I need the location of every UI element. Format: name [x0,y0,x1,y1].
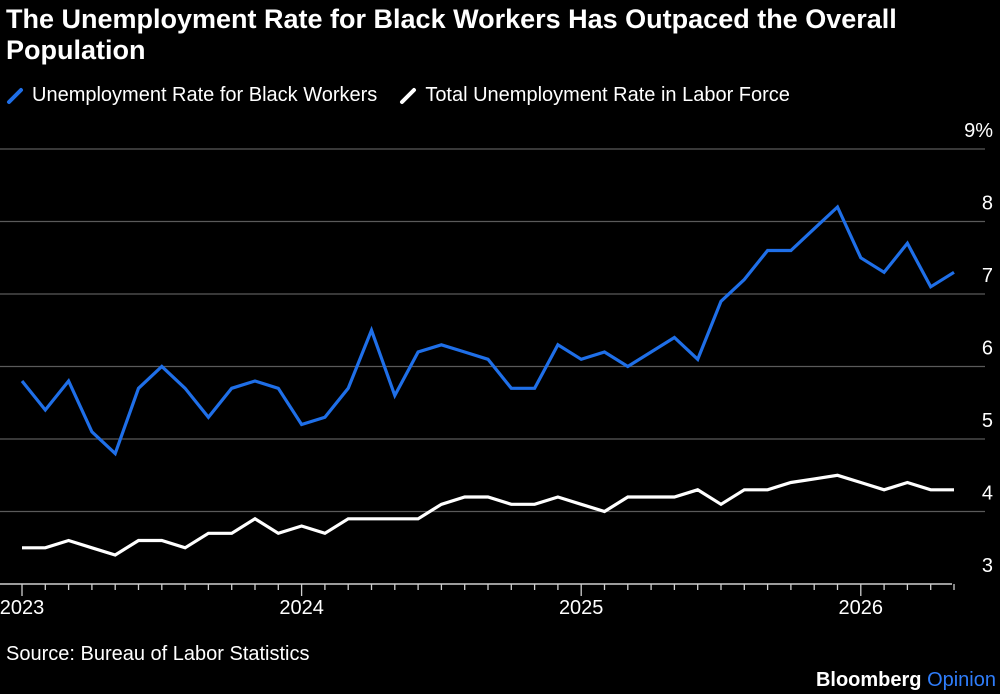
legend-label: Total Unemployment Rate in Labor Force [425,84,790,106]
y-tick-label: 7 [982,265,993,287]
slash-stroke-icon [7,87,23,104]
series-line-total [22,473,954,557]
source-note: Source: Bureau of Labor Statistics [6,643,310,665]
y-tick-label: 8 [982,193,993,215]
x-tick-label: 2026 [839,597,884,619]
y-tick-label: 4 [982,483,993,505]
brand-name: Bloomberg [815,669,922,691]
brand-suffix: Opinion [927,669,996,691]
legend-label: Unemployment Rate for Black Workers [32,84,378,106]
slash-stroke-icon [400,87,417,104]
x-tick-label: 2023 [0,597,44,619]
y-tick-label: 5 [982,410,993,432]
x-tick-label: 2024 [279,597,324,619]
y-tick-label: 6 [982,338,993,360]
y-tick-label: 9% [964,120,993,142]
x-tick-label: 2025 [559,597,604,619]
chart-legend: Unemployment Rate for Black Workers Tota… [6,84,812,107]
legend-item-total: Total Unemployment Rate in Labor Force [399,84,790,107]
chart-title: The Unemployment Rate for Black Workers … [6,4,897,65]
legend-item-black-workers: Unemployment Rate for Black Workers [6,84,377,107]
brand-logo: Bloomberg Opinion [816,669,996,692]
series-line-black-workers [20,204,955,457]
y-tick-label: 3 [982,555,993,577]
